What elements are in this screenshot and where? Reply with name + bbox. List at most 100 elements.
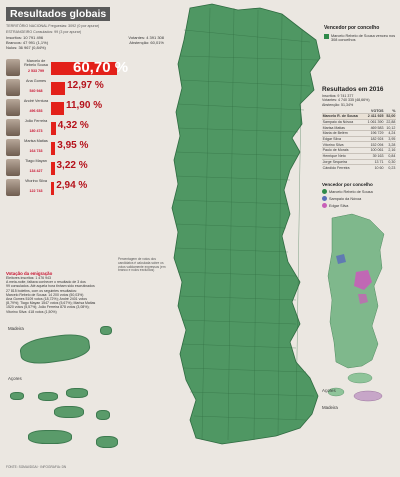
meta-line: Inscritos: 9 741 377 xyxy=(322,94,354,98)
votes-cell: 13 71 xyxy=(364,158,385,165)
candidate-bar xyxy=(51,181,55,195)
legend-2016-item: Sampaio da Nóvoa xyxy=(322,196,396,201)
legend-2016-title: Vencedor por concelho xyxy=(322,182,373,187)
candidate-name: Tiago Mayan xyxy=(25,158,47,163)
candidate-votes: 122 743 xyxy=(29,188,43,193)
candidate-name: João Ferreira xyxy=(24,118,48,123)
legend-2021-item: Marcelo Rebelo de Sousa venceu nos 308 c… xyxy=(324,34,396,43)
candidate-cell: Marcelo R. de Sousa xyxy=(322,113,365,120)
candidate-row: André Ventura 496 653 11,90 % xyxy=(6,98,166,118)
global-stats: Inscritos: 10 791 496 Votantes: 4 391 308… xyxy=(6,34,164,51)
candidate-results: Marcelo de Rebelo Sousa 2 533 799 60,70 % A… xyxy=(6,58,166,198)
emigration-line: 1520 votos (5,57%); João Ferreira 878 vo… xyxy=(6,305,90,310)
candidate-row: Ana Gomes 540 948 12,97 % xyxy=(6,78,166,98)
emigration-line: A meia-noite, faltava conhecer o resulta… xyxy=(6,280,86,285)
pct-cell: 0,30 xyxy=(384,158,396,165)
azores-island xyxy=(54,406,84,418)
table-row: Jorge Sequeira 13 71 0,30 xyxy=(322,158,396,165)
emigration-line: Eleitores inscritos: 1 476 943 xyxy=(6,276,51,280)
pct-cell: 3,28 xyxy=(384,141,396,148)
legend-dot xyxy=(322,196,327,201)
sampaio-region xyxy=(336,254,346,264)
pct-cell: 52,00 xyxy=(384,113,396,120)
candidate-cell: Henrique Neto xyxy=(322,152,365,159)
table-row: Vitorino Silva 152 094 3,28 xyxy=(322,141,396,148)
madeira-2016-label: Madeira xyxy=(322,405,338,410)
results-2016-meta: Inscritos: 9 741 377 Votantes: 4 740 335… xyxy=(322,94,396,107)
stats-row: Inscritos: 10 791 496 Votantes: 4 391 308 xyxy=(6,34,164,41)
results-2016-table: VOTOS % Marcelo R. de Sousa 2 411 925 52,0… xyxy=(322,108,396,170)
candidate-name: André Ventura xyxy=(23,98,49,103)
candidate-bar xyxy=(51,81,66,95)
candidate-photo xyxy=(6,59,20,76)
votes-cell: 182 924 xyxy=(364,135,385,142)
candidate-votes: 164 733 xyxy=(29,148,43,153)
candidate-cell: Marisa Matias xyxy=(322,124,365,131)
column-header: VOTOS xyxy=(371,108,384,113)
candidate-votes: 2 533 799 xyxy=(28,69,44,73)
candidate-pct: 3,95 % xyxy=(57,139,89,151)
votes-cell: 39 163 xyxy=(364,152,385,159)
emigration-line: (8,79%); Tiago Mayan 1547 votos (5,67%);… xyxy=(6,301,96,306)
legend-2016-label: Edgar Silva xyxy=(329,203,349,208)
candidate-cell: Cândido Ferreira xyxy=(322,164,365,170)
stat-value: Votantes: 4 391 308 xyxy=(128,34,164,40)
candidate-votes: 496 653 xyxy=(29,108,43,113)
stats-row: Brancos: 47 991 (1,1%) Abstenção: 60,01% xyxy=(6,40,164,46)
table-row: Paulo de Morais 100 061 2,16 xyxy=(322,147,396,154)
edgar-silva-region xyxy=(358,294,368,304)
emigration-line: 99 consulados. Até aquela hora tinham si… xyxy=(6,284,95,289)
candidate-row: João Ferreira 180 473 4,32 % xyxy=(6,118,166,138)
candidate-name: Marcelo de Rebelo Sousa xyxy=(24,59,48,68)
votes-cell: 100 061 xyxy=(364,147,385,154)
candidate-bar xyxy=(51,101,64,115)
table-row: Sampaio da Nóvoa 1 061 390 22,88 xyxy=(322,118,396,125)
candidate-cell: Vitorino Silva xyxy=(322,141,365,148)
percentage-note: Percentagem de votos dos candidatos é ca… xyxy=(118,257,166,273)
candidate-cell: Sampaio da Nóvoa xyxy=(322,118,365,125)
azores-island xyxy=(38,392,58,401)
legend-dot xyxy=(322,203,327,208)
candidate-pct: 11,90 % xyxy=(65,99,103,111)
emigration-line: 27 815 boletins, com os seguintes result… xyxy=(6,288,78,293)
portugal-map-2016 xyxy=(327,213,385,402)
emigration-section: Votação da emigração Eleitores inscritos… xyxy=(6,271,116,314)
legend-2016-label: Sampaio da Nóvoa xyxy=(329,196,362,201)
candidate-photo xyxy=(6,118,20,136)
candidate-photo xyxy=(6,78,20,96)
emigration-heading: Votação da emigração xyxy=(6,271,53,276)
azores-island xyxy=(96,436,118,448)
legend-2016: Vencedor por concelho Marcelo Rebelo de … xyxy=(322,182,396,208)
meta-line: Votantes: 4 740 335 (48,66%) xyxy=(322,98,370,103)
emigration-line: Vitorino Silva: 418 votos (1,50%) xyxy=(6,309,57,314)
votes-cell: 152 094 xyxy=(364,141,385,148)
pct-cell: 10,12 xyxy=(384,124,396,131)
results-2016-title: Resultados em 2016 xyxy=(322,86,384,93)
legend-dot xyxy=(322,189,327,194)
table-row: Edgar Silva 182 924 3,95 xyxy=(322,135,396,142)
azores-island xyxy=(28,430,72,444)
edgar-silva-region xyxy=(354,270,372,290)
votes-cell: 2 411 925 xyxy=(364,113,385,120)
stat-label: Inscritos: 10 791 496 xyxy=(6,34,44,40)
legend-2016-item: Marcelo Rebelo de Sousa xyxy=(322,189,396,194)
candidate-photo xyxy=(6,138,20,156)
madeira-label: Madeira xyxy=(8,326,24,331)
table-row: Maria de Belém 196 729 4,24 xyxy=(322,130,396,137)
emigration-line: Ana Gomes 5109 votos (18,72%); André 240… xyxy=(6,297,87,302)
candidate-cell: Maria de Belém xyxy=(322,130,365,137)
table-row: Marisa Matias 469 583 10,12 xyxy=(322,124,396,131)
candidate-name: Vitorino Silva xyxy=(24,178,48,183)
table-row: Marcelo R. de Sousa 2 411 925 52,00 xyxy=(322,113,396,120)
candidate-name: Ana Gomes xyxy=(25,78,47,83)
legend-swatch xyxy=(324,34,329,40)
votes-cell: 1 061 390 xyxy=(364,118,385,125)
meta-line: Abstenção: 51,34% xyxy=(322,102,354,107)
candidate-cell: Paulo de Morais xyxy=(322,147,365,154)
candidate-photo xyxy=(6,178,20,196)
votes-cell: 469 583 xyxy=(364,124,385,131)
candidate-cell: Edgar Silva xyxy=(322,135,365,142)
legend-2016-item: Edgar Silva xyxy=(322,203,396,208)
porto-santo-island xyxy=(100,326,112,335)
